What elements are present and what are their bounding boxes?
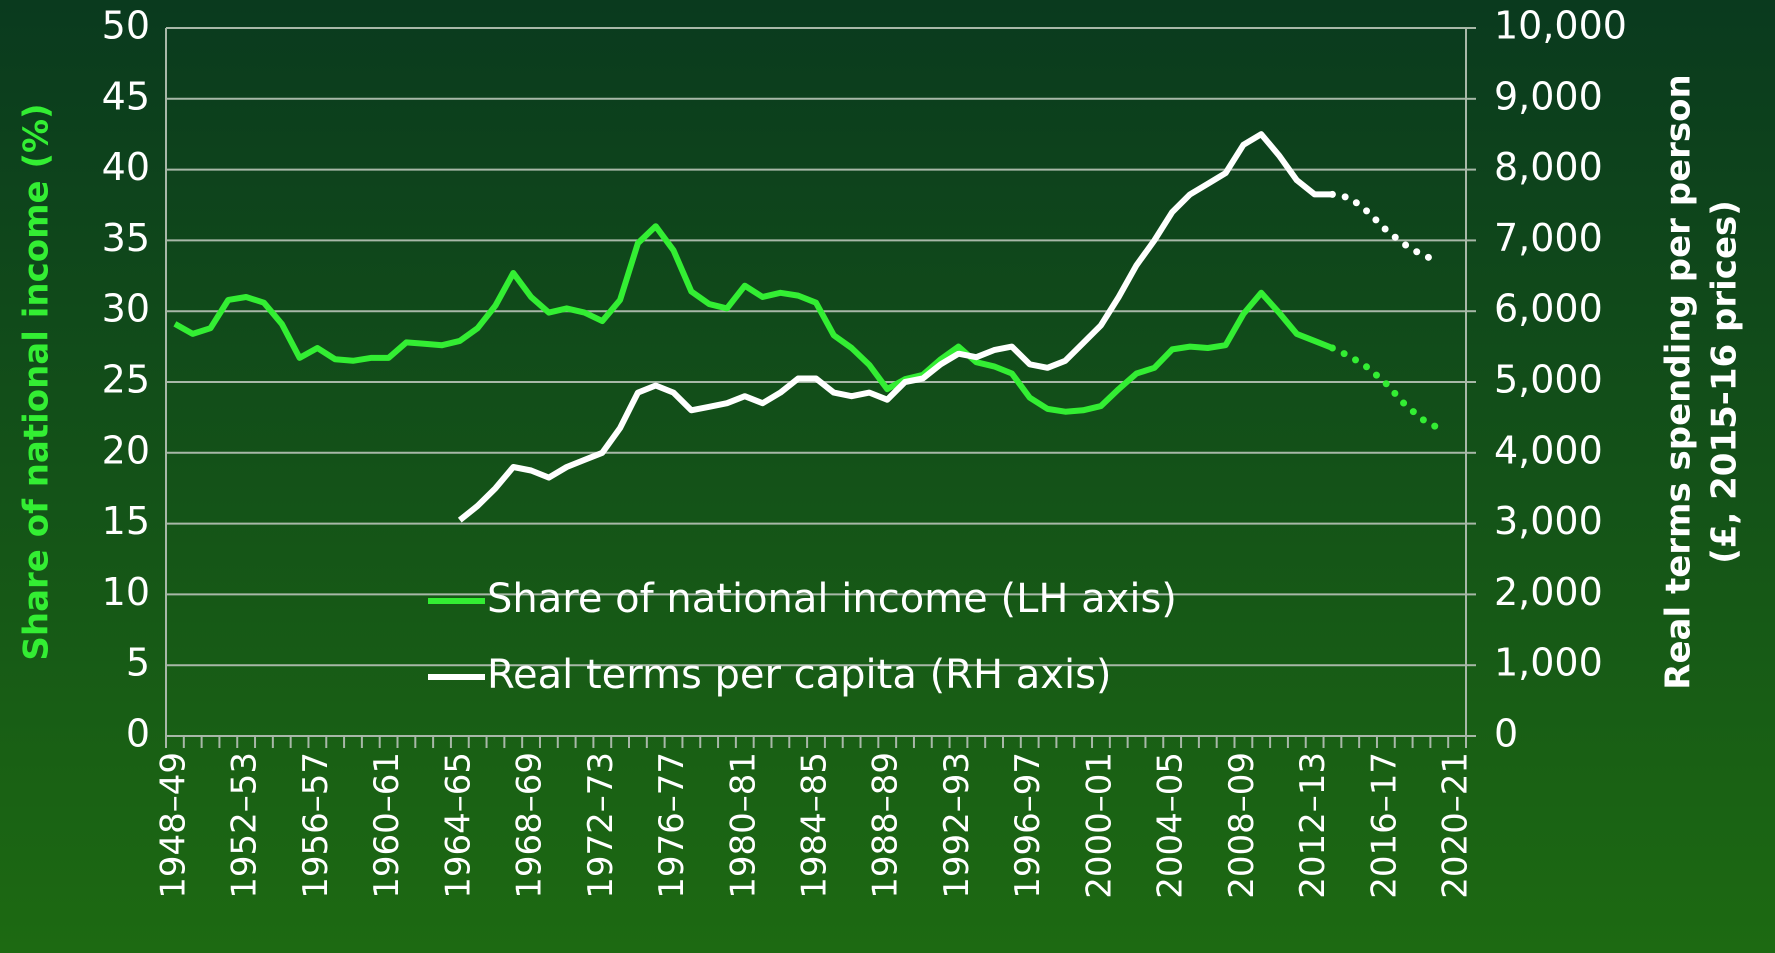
y-tick-label: 10 [102,570,150,614]
series-line [457,131,1333,523]
y2-tick-label: 3,000 [1494,499,1603,543]
projection-line [1328,344,1443,433]
y-tick-label: 15 [102,499,150,543]
x-tick-label: 2012–13 [1293,752,1333,899]
x-tick-label: 1972–73 [581,752,621,899]
y2-tick-label: 8,000 [1494,145,1603,189]
y-tick-label: 45 [102,74,150,118]
x-tick-label: 1980–81 [723,752,763,899]
y-tick-label: 30 [102,287,150,331]
legend-label: Real terms per capita (RH axis) [487,652,1112,698]
x-tick-label: 1956–57 [296,752,336,899]
y-tick-label: 5 [126,641,150,685]
x-tick-label: 1948–49 [153,752,193,899]
legend-label: Share of national income (LH axis) [487,576,1177,622]
x-tick-label: 1964–65 [438,752,478,899]
x-tick-label: 2016–17 [1364,752,1404,899]
x-tick-label: 1992–93 [937,752,977,899]
y-axis-title: Share of national income (%) [17,103,57,660]
y-tick-label: 50 [102,4,150,48]
y2-tick-label: 7,000 [1494,216,1603,260]
y-tick-label: 0 [126,712,150,756]
x-tick-label: 1952–53 [225,752,265,899]
y2-axis-title: (£, 2015-16 prices) [1705,200,1745,564]
x-tick-label: 1988–89 [866,752,906,899]
y2-tick-label: 9,000 [1494,74,1603,118]
y-tick-label: 25 [102,358,150,402]
y-tick-label: 35 [102,216,150,260]
y-tick-label: 20 [102,428,150,472]
y2-tick-label: 10,000 [1494,4,1627,48]
x-tick-label: 1968–69 [510,752,550,899]
y2-tick-label: 1,000 [1494,641,1603,685]
y2-tick-label: 0 [1494,712,1518,756]
x-tick-label: 1976–77 [652,752,692,899]
projection-line [1328,190,1443,266]
y2-axis-title: Real terms spending per person [1659,74,1699,689]
y2-tick-label: 2,000 [1494,570,1603,614]
x-tick-label: 1996–97 [1008,752,1048,899]
x-tick-label: 1960–61 [367,752,407,899]
x-tick-label: 1984–85 [795,752,835,899]
y2-tick-label: 4,000 [1494,428,1603,472]
x-tick-label: 2008–09 [1222,752,1262,899]
x-tick-label: 2000–01 [1079,752,1119,899]
y2-tick-label: 6,000 [1494,287,1603,331]
series-line [173,223,1334,415]
x-tick-label: 2004–05 [1151,752,1191,899]
x-tick-label: 2020–21 [1436,752,1476,899]
y2-tick-label: 5,000 [1494,358,1603,402]
y-tick-label: 40 [102,145,150,189]
